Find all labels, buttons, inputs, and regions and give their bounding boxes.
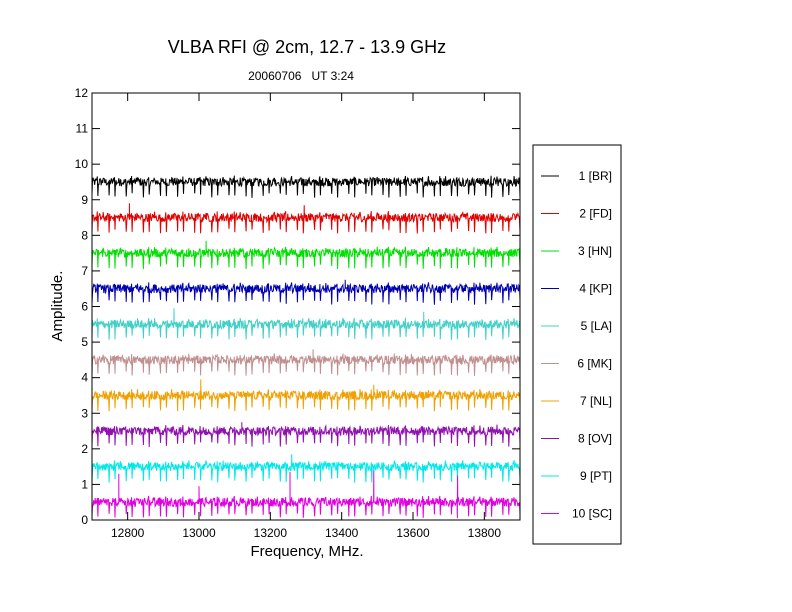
x-tick-label: 13800 [468,526,502,540]
y-tick-label: 7 [81,264,88,278]
series-line-3 [91,240,521,270]
series-line-1 [91,175,521,198]
series-line-8 [91,422,521,448]
series-line-6 [91,349,521,376]
series-line-10 [91,470,521,519]
legend-label-9: 9 [PT] [580,469,612,483]
y-tick-label: 8 [81,228,88,242]
y-tick-label: 3 [81,406,88,420]
y-tick-label: 6 [81,300,88,314]
plot-series-group [91,175,521,519]
x-tick-label: 13000 [182,526,216,540]
series-line-5 [91,308,521,341]
legend-label-3: 3 [HN] [578,244,612,258]
chart-title: VLBA RFI @ 2cm, 12.7 - 13.9 GHz [168,37,446,57]
x-axis-ticks: 12800 13000 13200 13400 13600 13800 [111,93,501,540]
y-axis-label: Amplitude. [49,271,66,342]
y-tick-label: 10 [75,157,89,171]
y-tick-label: 5 [81,335,88,349]
series-line-9 [91,454,521,483]
legend-label-8: 8 [OV] [578,432,612,446]
chart-subtitle: 20060706 UT 3:24 [248,69,354,83]
x-tick-label: 13600 [396,526,430,540]
series-line-4 [91,279,521,305]
legend: 1 [BR] 2 [FD] 3 [HN] 4 [KP] 5 [LA] 6 [MK] 7 [N… [532,144,622,545]
x-axis-label: Frequency, MHz. [250,543,363,560]
legend-label-10: 10 [SC] [572,507,612,521]
y-tick-label: 0 [81,513,88,527]
x-tick-label: 13400 [325,526,359,540]
y-tick-label: 11 [76,122,89,136]
x-tick-label: 13200 [254,526,288,540]
y-tick-label: 1 [81,477,88,491]
y-tick-label: 9 [81,193,88,207]
series-line-7 [91,379,521,412]
plot-frame [91,92,521,521]
y-tick-label: 2 [81,442,88,456]
legend-label-6: 6 [MK] [577,357,612,371]
y-tick-label: 4 [81,371,88,385]
legend-label-5: 5 [LA] [581,319,612,333]
x-tick-label: 12800 [111,526,145,540]
legend-label-2: 2 [FD] [579,207,612,221]
legend-label-7: 7 [NL] [580,394,612,408]
legend-label-4: 4 [KP] [579,282,612,296]
legend-label-1: 1 [BR] [579,169,612,183]
y-tick-label: 12 [75,86,89,100]
legend-box [532,144,622,545]
series-line-2 [91,203,521,234]
